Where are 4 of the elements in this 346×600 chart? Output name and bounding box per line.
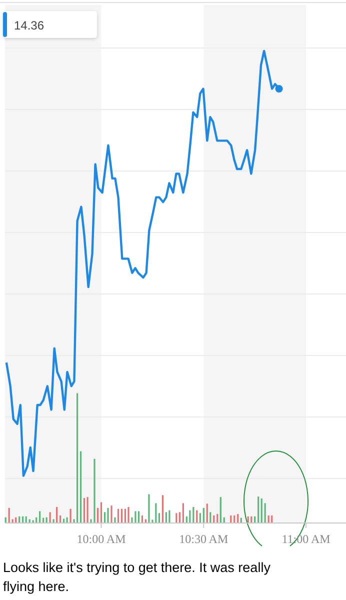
- text: 14.36: [14, 18, 44, 32]
- x-tick-label: 10:00 AM: [76, 532, 126, 546]
- x-tick-label: 10:30 AM: [179, 532, 228, 546]
- text: Looks like it's trying to get there. It was really flying here.: [3, 560, 271, 594]
